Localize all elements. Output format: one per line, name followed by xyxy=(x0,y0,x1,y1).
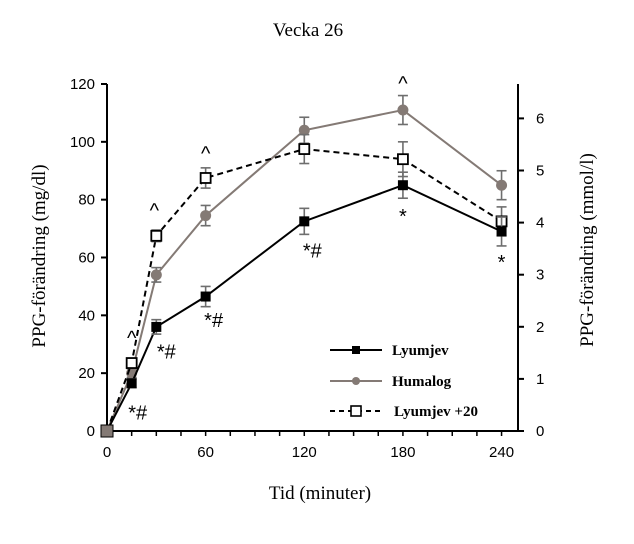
y-tick-label-left: 40 xyxy=(78,307,95,324)
legend-marker-lyumjev-20 xyxy=(350,405,362,417)
y-tick-label-left: 0 xyxy=(87,423,95,440)
data-point xyxy=(199,172,212,184)
y-axis-title-left: PPG-förändring (mg/dl) xyxy=(29,164,50,347)
legend-label-humalog: Humalog xyxy=(392,374,452,390)
axes: 0 20 40 60 80 100 120 0 60 120 180 240 0 1 2 3 4 5 6 xyxy=(70,76,544,461)
y-tick-label-right: 5 xyxy=(536,162,544,179)
data-point xyxy=(125,357,138,369)
data-point xyxy=(200,210,212,222)
chart-title: Vecka 26 xyxy=(273,20,343,41)
data-point xyxy=(151,321,162,332)
significance-marker: * xyxy=(498,252,506,274)
x-tick-label: 120 xyxy=(292,444,317,461)
significance-marker: ^ xyxy=(398,73,408,95)
data-point xyxy=(298,143,311,155)
y-tick-label-left: 60 xyxy=(78,250,95,267)
x-tick-label: 60 xyxy=(197,444,214,461)
data-point xyxy=(397,153,409,166)
x-tick-label: 0 xyxy=(103,444,111,461)
data-point xyxy=(150,229,163,242)
legend-marker-lyumjev xyxy=(352,346,360,354)
data-point xyxy=(126,378,137,389)
data-point xyxy=(397,104,409,116)
significance-marker: * xyxy=(399,206,407,228)
x-axis-title: Tid (minuter) xyxy=(269,483,371,504)
legend-marker-humalog xyxy=(352,377,360,385)
significance-marker: *# xyxy=(303,241,323,263)
y-axis-title-right: PPG-förändring (mmol/l) xyxy=(577,153,598,347)
data-point xyxy=(397,180,408,191)
y-tick-label-left: 100 xyxy=(70,134,95,151)
significance-marker: *# xyxy=(128,402,148,424)
y-tick-label-left: 80 xyxy=(78,192,95,209)
data-point xyxy=(200,291,211,302)
legend-item-lyumjev: Lyumjev xyxy=(330,343,449,359)
data-point xyxy=(299,216,310,227)
y-tick-label-left: 120 xyxy=(70,76,95,93)
y-tick-label-right: 4 xyxy=(536,215,544,232)
y-tick-label-right: 2 xyxy=(536,319,544,336)
origin-point xyxy=(100,424,114,438)
significance-marker: ^ xyxy=(201,143,211,165)
data-point xyxy=(150,269,162,281)
series-humalog xyxy=(101,94,508,437)
series-lyumjev xyxy=(102,171,507,436)
data-point xyxy=(496,179,508,191)
legend-label-lyumjev: Lyumjev xyxy=(392,343,449,359)
series-lyumjev-20 xyxy=(101,133,508,437)
annotations: *# *# *# *# * * ^ ^ ^ ^ xyxy=(127,73,506,425)
legend: Lyumjev Humalog Lyumjev +20 xyxy=(330,343,478,420)
x-tick-label: 240 xyxy=(489,444,514,461)
y-tick-label-right: 0 xyxy=(536,423,544,440)
data-point xyxy=(298,124,310,136)
legend-item-lyumjev-20: Lyumjev +20 xyxy=(330,404,478,420)
significance-marker: ^ xyxy=(150,200,160,222)
significance-marker: ^ xyxy=(127,327,137,349)
x-tick-label: 180 xyxy=(390,444,415,461)
significance-marker: *# xyxy=(204,310,224,332)
y-tick-label-right: 1 xyxy=(536,371,544,388)
y-tick-label-left: 20 xyxy=(78,365,95,382)
series-layer xyxy=(100,94,508,438)
legend-item-humalog: Humalog xyxy=(330,374,452,390)
significance-marker: *# xyxy=(157,342,177,364)
legend-label-lyumjev-20: Lyumjev +20 xyxy=(394,404,478,420)
y-tick-label-right: 3 xyxy=(536,267,544,284)
y-tick-label-right: 6 xyxy=(536,110,544,127)
data-point xyxy=(496,226,507,237)
